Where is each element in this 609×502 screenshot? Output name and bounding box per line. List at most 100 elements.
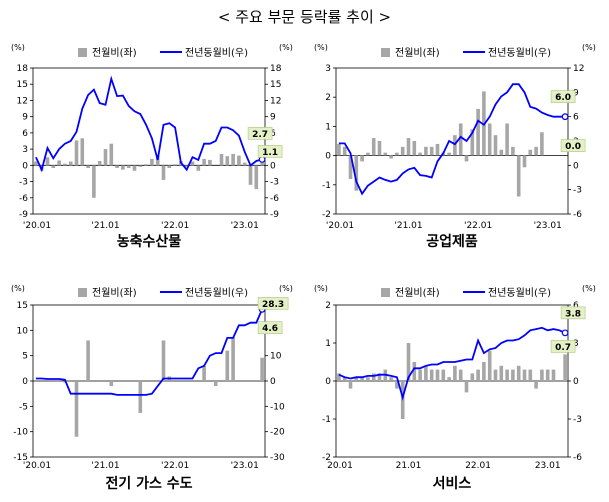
bar-mom xyxy=(138,165,143,167)
line-yoy-endpoint xyxy=(561,329,569,337)
bar-mom xyxy=(86,340,90,381)
bar-mom xyxy=(453,365,457,381)
y-left-tick-label: 3 xyxy=(325,64,331,74)
bar-mom xyxy=(231,153,235,166)
y-left-tick-label: 12 xyxy=(17,96,28,106)
bar-mom xyxy=(377,141,382,156)
x-tick-label: 20.01 xyxy=(327,461,353,471)
bar-mom xyxy=(202,365,206,381)
bar-mom xyxy=(366,152,370,156)
unit-left: (%) xyxy=(314,284,328,293)
bar-mom xyxy=(493,135,498,156)
bar-mom xyxy=(74,381,79,437)
chart-panel-3: 151050-5-10-153020100-10-20-30(%)(%)전월비(… xyxy=(11,284,293,492)
y-left-tick-label: 0 xyxy=(22,377,28,387)
bar-mom xyxy=(57,160,61,166)
bar-mom xyxy=(68,161,73,166)
bar-mom xyxy=(237,155,241,166)
line-yoy-endpoint xyxy=(561,113,569,121)
y-left-tick-label: 1 xyxy=(325,339,331,349)
bar-mom xyxy=(132,165,137,171)
data-label: 1.1 xyxy=(262,148,278,158)
y-right-tick-label: 15 xyxy=(270,80,281,90)
bar-mom xyxy=(511,369,515,381)
line-yoy xyxy=(35,75,263,173)
bar-mom xyxy=(528,149,533,156)
y-right-tick-label: -6 xyxy=(573,210,582,220)
bar-mom xyxy=(429,146,434,156)
data-label-box xyxy=(257,321,283,334)
x-tick-label: '22.01 xyxy=(161,221,189,231)
bar-mom xyxy=(371,373,376,381)
data-label-box xyxy=(257,297,289,310)
bar-mom xyxy=(406,343,411,381)
bar-mom xyxy=(360,377,364,381)
x-tick-label: 23.01 xyxy=(535,461,561,471)
y-left-tick-label: 9 xyxy=(22,113,28,123)
y-right-tick-label: -6 xyxy=(270,194,279,204)
panel-title: 공업제품 xyxy=(426,234,478,250)
bar-mom xyxy=(348,155,353,179)
y-left-tick-label: -10 xyxy=(13,428,28,438)
bar-mom xyxy=(254,165,259,190)
bar-mom xyxy=(516,155,521,197)
bar-mom xyxy=(45,157,50,166)
bar-mom xyxy=(551,369,556,381)
bar-mom xyxy=(150,158,154,166)
panel-title: 서비스 xyxy=(433,476,472,492)
line-yoy xyxy=(338,326,566,401)
bar-mom xyxy=(103,149,108,166)
bar-mom xyxy=(184,165,189,167)
y-right-tick-label: 12 xyxy=(270,96,281,106)
legend-bar-swatch xyxy=(381,48,390,57)
unit-right: (%) xyxy=(582,284,596,293)
bar-mom xyxy=(435,369,440,381)
y-right-tick-label: 9 xyxy=(270,113,276,123)
y-right-tick-label: 3 xyxy=(573,339,579,349)
bar-mom xyxy=(354,377,359,381)
bar-mom xyxy=(190,161,195,166)
legend-bar-label: 전월비(좌) xyxy=(92,47,137,59)
chart-panel-2: 3210-1-2129630-3-6(%)(%)전월비(좌)전년동월비(우)'2… xyxy=(314,43,596,250)
bar-mom xyxy=(395,152,399,156)
bar-mom xyxy=(528,369,533,381)
panel-title: 농축수산물 xyxy=(117,233,182,250)
bar-mom xyxy=(337,373,341,381)
legend-bar-label: 전월비(좌) xyxy=(395,47,440,59)
bar-mom xyxy=(464,381,469,393)
bar-mom xyxy=(337,143,341,156)
y-right-tick-label: 0 xyxy=(573,161,579,171)
x-tick-label: '23.01 xyxy=(231,461,259,471)
y-right-tick-label: -30 xyxy=(270,453,285,463)
x-tick-label: '21.01 xyxy=(394,221,422,231)
y-right-tick-label: -3 xyxy=(573,186,582,196)
bar-mom xyxy=(412,362,417,381)
bar-mom xyxy=(80,138,85,166)
y-left-tick-label: 6 xyxy=(22,129,28,139)
bar-mom xyxy=(476,369,480,381)
y-right-tick-label: -10 xyxy=(270,402,285,412)
bar-mom xyxy=(487,123,492,156)
bar-mom xyxy=(225,350,230,381)
y-left-tick-label: 15 xyxy=(17,80,28,90)
data-label-box xyxy=(560,306,586,320)
data-label: 2.7 xyxy=(252,130,268,140)
bar-mom xyxy=(406,138,411,156)
y-right-tick-label: 0 xyxy=(270,377,276,387)
bar-mom xyxy=(505,123,509,156)
bar-mom xyxy=(342,146,347,156)
bar-mom xyxy=(219,153,224,166)
bar-mom xyxy=(144,164,148,166)
bar-mom xyxy=(138,381,143,413)
data-label-box xyxy=(247,127,273,140)
bar-mom xyxy=(389,377,393,381)
y-right-tick-label: 6 xyxy=(270,129,276,139)
plot-frame xyxy=(335,67,569,215)
bar-mom xyxy=(482,362,486,381)
y-right-tick-label: -9 xyxy=(270,210,279,220)
bar-mom xyxy=(505,369,509,381)
y-left-tick-label: -3 xyxy=(19,178,28,188)
y-left-tick-label: -1 xyxy=(322,181,331,191)
data-label: 0.7 xyxy=(555,343,571,353)
